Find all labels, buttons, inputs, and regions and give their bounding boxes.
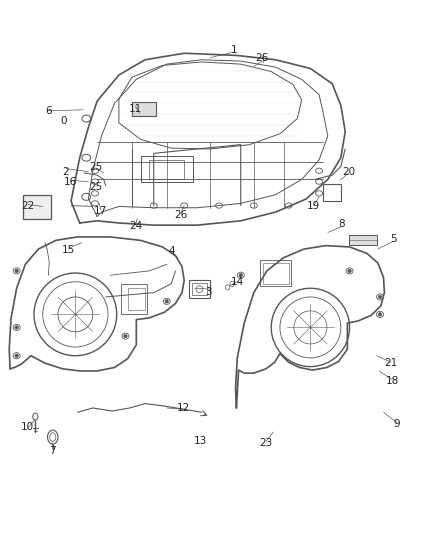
Text: 19: 19 — [307, 201, 321, 212]
Text: 9: 9 — [393, 419, 400, 429]
Text: 12: 12 — [177, 403, 190, 413]
Text: 13: 13 — [194, 437, 207, 447]
Ellipse shape — [239, 273, 243, 277]
Ellipse shape — [378, 295, 382, 298]
Ellipse shape — [15, 269, 18, 272]
Text: 3: 3 — [205, 287, 212, 297]
Ellipse shape — [378, 313, 382, 316]
Text: 15: 15 — [62, 245, 75, 255]
Text: 2: 2 — [63, 167, 69, 176]
Bar — [121, 284, 147, 314]
Text: 18: 18 — [385, 376, 399, 385]
Bar — [262, 263, 289, 284]
Text: 17: 17 — [94, 206, 107, 216]
Text: 5: 5 — [390, 234, 396, 244]
Text: 0: 0 — [60, 116, 67, 126]
Text: 23: 23 — [259, 438, 272, 448]
Bar — [188, 280, 210, 298]
Ellipse shape — [165, 300, 169, 303]
Text: 16: 16 — [64, 176, 77, 187]
Bar — [260, 260, 291, 286]
Text: 25: 25 — [90, 162, 103, 172]
Text: 1: 1 — [231, 45, 237, 55]
Text: 25: 25 — [90, 182, 103, 192]
Text: 21: 21 — [384, 358, 398, 368]
Text: 10: 10 — [21, 422, 34, 432]
Text: 8: 8 — [339, 219, 345, 229]
Text: 24: 24 — [129, 221, 142, 231]
Bar — [132, 102, 156, 116]
Ellipse shape — [348, 269, 351, 272]
Text: 22: 22 — [22, 201, 35, 212]
Bar — [23, 195, 51, 219]
Text: 26: 26 — [255, 53, 268, 63]
Bar — [323, 184, 341, 201]
Text: 14: 14 — [231, 277, 244, 287]
Bar — [141, 156, 193, 182]
Text: 7: 7 — [49, 447, 56, 456]
Text: 26: 26 — [174, 210, 187, 220]
Bar — [349, 235, 377, 245]
Ellipse shape — [15, 354, 18, 358]
Text: 11: 11 — [129, 104, 142, 114]
Bar — [127, 288, 145, 310]
Bar — [191, 284, 207, 295]
Text: 20: 20 — [342, 167, 355, 176]
Text: 4: 4 — [169, 246, 175, 256]
Ellipse shape — [15, 326, 18, 329]
Ellipse shape — [124, 334, 127, 338]
Text: 6: 6 — [45, 106, 52, 116]
Bar — [149, 160, 184, 180]
